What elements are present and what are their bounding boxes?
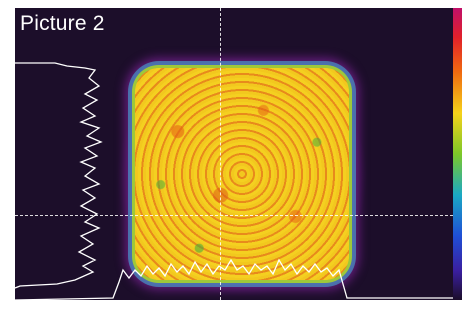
beam-profile-image [15,8,453,300]
flat-top-beam-spot [135,68,349,280]
vertical-crosshair [220,8,221,300]
profile-traces [15,62,453,300]
horizontal-crosshair [15,215,453,216]
horizontal-profile-trace [15,258,453,300]
vertical-profile-trace [15,62,103,289]
color-scale-bar [453,8,462,300]
picture-label: Picture 2 [20,12,105,35]
